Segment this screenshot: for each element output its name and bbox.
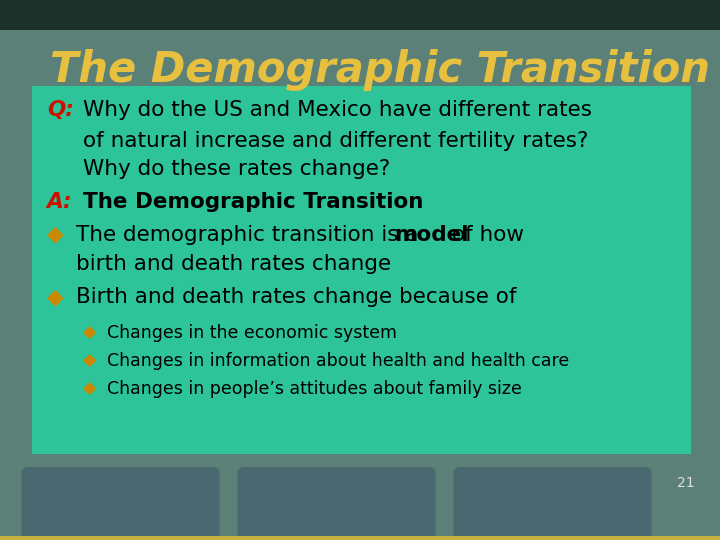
Text: Why do these rates change?: Why do these rates change? bbox=[83, 159, 390, 179]
FancyBboxPatch shape bbox=[32, 86, 691, 454]
FancyBboxPatch shape bbox=[454, 467, 652, 540]
Text: of natural increase and different fertility rates?: of natural increase and different fertil… bbox=[83, 131, 588, 151]
Text: Changes in people’s attitudes about family size: Changes in people’s attitudes about fami… bbox=[107, 380, 521, 398]
Text: birth and death rates change: birth and death rates change bbox=[76, 254, 391, 274]
FancyBboxPatch shape bbox=[0, 536, 720, 540]
Text: The Demographic Transition: The Demographic Transition bbox=[50, 49, 711, 91]
Text: ◆: ◆ bbox=[47, 225, 63, 245]
Text: Q:: Q: bbox=[47, 100, 73, 120]
FancyBboxPatch shape bbox=[0, 0, 720, 30]
Text: Birth and death rates change because of: Birth and death rates change because of bbox=[76, 287, 516, 307]
Text: ◆: ◆ bbox=[83, 352, 96, 370]
Text: ◆: ◆ bbox=[83, 324, 96, 342]
Text: Changes in the economic system: Changes in the economic system bbox=[107, 324, 397, 342]
Text: The demographic transition is a: The demographic transition is a bbox=[76, 225, 425, 245]
Text: of how: of how bbox=[445, 225, 524, 245]
Text: The Demographic Transition: The Demographic Transition bbox=[83, 192, 423, 212]
Text: A:: A: bbox=[47, 192, 73, 212]
FancyBboxPatch shape bbox=[22, 467, 220, 540]
Text: model: model bbox=[395, 225, 469, 245]
Text: ◆: ◆ bbox=[47, 287, 63, 307]
FancyBboxPatch shape bbox=[238, 467, 436, 540]
Text: 21: 21 bbox=[678, 476, 695, 490]
Text: ◆: ◆ bbox=[83, 380, 96, 398]
Text: Why do the US and Mexico have different rates: Why do the US and Mexico have different … bbox=[83, 100, 592, 120]
Text: Changes in information about health and health care: Changes in information about health and … bbox=[107, 352, 569, 370]
